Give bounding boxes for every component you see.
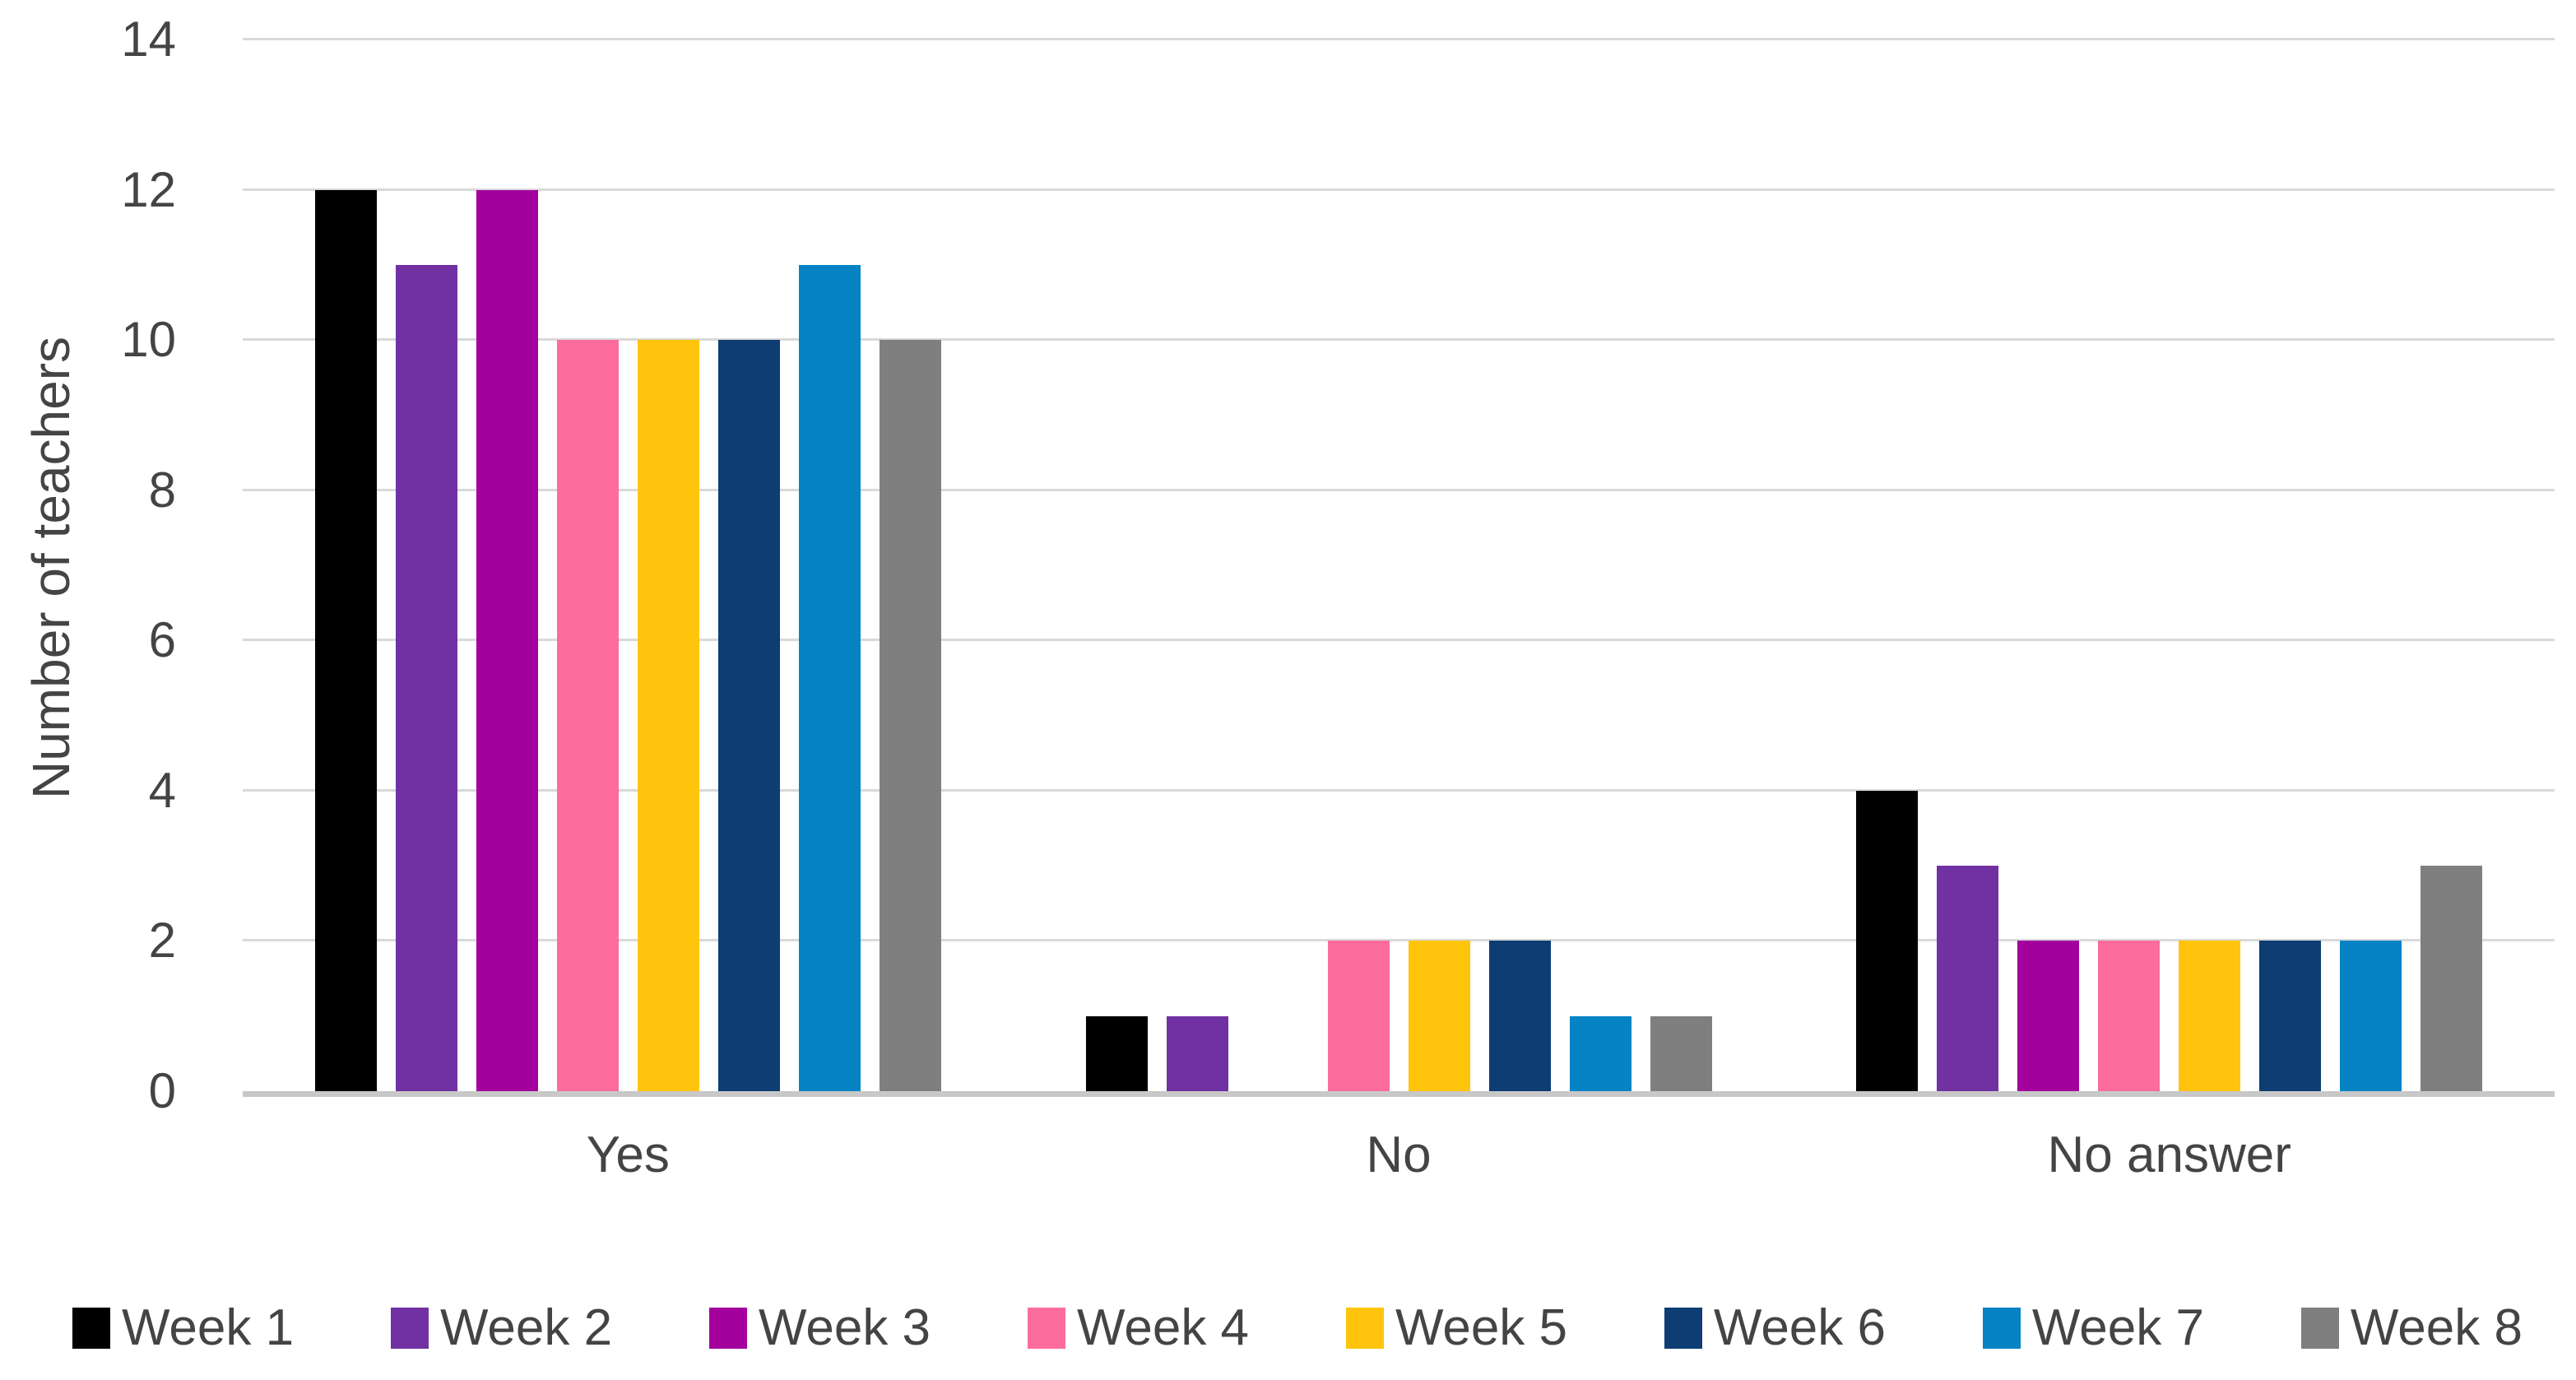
bar-week-2-yes bbox=[395, 264, 457, 1091]
legend-swatch-week-7 bbox=[1982, 1307, 2021, 1349]
bar-groups bbox=[243, 39, 2555, 1091]
bar-week-8-no bbox=[1650, 1015, 1712, 1091]
x-category-label-yes: Yes bbox=[586, 1127, 670, 1183]
gridline-8 bbox=[243, 488, 2555, 491]
legend-item-week-7: Week 7 bbox=[1982, 1299, 2204, 1357]
y-tick-label-6: 6 bbox=[148, 612, 176, 668]
bar-week-1-yes bbox=[314, 189, 377, 1091]
gridline-12 bbox=[243, 188, 2555, 191]
x-axis-line bbox=[243, 1091, 2555, 1097]
gridline-2 bbox=[243, 939, 2555, 942]
legend-item-week-4: Week 4 bbox=[1027, 1299, 1250, 1357]
plot-area bbox=[243, 38, 2555, 1097]
legend-item-week-2: Week 2 bbox=[390, 1299, 613, 1357]
bar-week-7-no-answer bbox=[2340, 941, 2402, 1091]
legend-swatch-week-6 bbox=[1664, 1307, 1702, 1349]
legend-swatch-week-4 bbox=[1027, 1307, 1065, 1349]
y-axis-tick-labels: 0 2 4 6 8 10 12 14 bbox=[0, 15, 176, 1116]
gridline-6 bbox=[243, 639, 2555, 642]
legend-item-week-8: Week 8 bbox=[2300, 1299, 2523, 1357]
bar-week-4-yes bbox=[556, 340, 619, 1091]
bar-week-5-no bbox=[1408, 941, 1470, 1091]
legend-label-week-5: Week 5 bbox=[1395, 1299, 1568, 1356]
bar-week-4-no bbox=[1327, 941, 1390, 1091]
y-tick-label-10: 10 bbox=[121, 312, 176, 368]
bar-week-2-no bbox=[1166, 1015, 1228, 1091]
legend-item-week-1: Week 1 bbox=[72, 1299, 294, 1357]
bar-week-2-no-answer bbox=[1937, 866, 1999, 1091]
legend-swatch-week-1 bbox=[72, 1307, 110, 1349]
gridline-10 bbox=[243, 338, 2555, 342]
y-tick-label-14: 14 bbox=[121, 12, 176, 67]
legend-swatch-week-3 bbox=[708, 1307, 747, 1349]
legend-label-week-6: Week 6 bbox=[1713, 1299, 1886, 1356]
legend-label-week-8: Week 8 bbox=[2350, 1299, 2523, 1356]
bar-week-5-yes bbox=[637, 340, 699, 1091]
gridline-14 bbox=[243, 38, 2555, 40]
legend: Week 1 Week 2 Week 3 Week 4 Week 5 Week 6 Week… bbox=[72, 1299, 2523, 1357]
bar-group-no-answer bbox=[1784, 39, 2555, 1091]
legend-label-week-1: Week 1 bbox=[122, 1299, 295, 1356]
x-category-label-no: No bbox=[1366, 1127, 1432, 1183]
bar-week-8-no-answer bbox=[2421, 866, 2483, 1091]
legend-label-week-7: Week 7 bbox=[2031, 1299, 2204, 1356]
bar-week-8-yes bbox=[879, 340, 941, 1091]
bar-week-6-yes bbox=[717, 340, 780, 1091]
legend-label-week-4: Week 4 bbox=[1076, 1299, 1250, 1356]
legend-item-week-3: Week 3 bbox=[708, 1299, 931, 1357]
x-category-label-no-answer: No answer bbox=[2047, 1127, 2291, 1183]
gridline-4 bbox=[243, 788, 2555, 792]
bar-week-1-no bbox=[1085, 1015, 1148, 1091]
bar-week-4-no-answer bbox=[2098, 941, 2161, 1091]
y-tick-label-0: 0 bbox=[148, 1063, 176, 1118]
legend-label-week-3: Week 3 bbox=[758, 1299, 931, 1356]
bar-week-3-no-answer bbox=[2017, 941, 2080, 1091]
y-tick-label-12: 12 bbox=[121, 161, 176, 217]
bar-week-6-no bbox=[1488, 941, 1551, 1091]
bar-week-5-no-answer bbox=[2179, 941, 2241, 1091]
y-tick-label-8: 8 bbox=[148, 462, 176, 518]
bar-group-yes bbox=[243, 39, 1014, 1091]
legend-swatch-week-8 bbox=[2300, 1307, 2339, 1349]
bar-week-6-no-answer bbox=[2259, 941, 2322, 1091]
y-tick-label-2: 2 bbox=[148, 913, 176, 969]
legend-swatch-week-5 bbox=[1345, 1307, 1384, 1349]
bar-week-3-yes bbox=[476, 189, 538, 1091]
y-tick-label-4: 4 bbox=[148, 762, 176, 818]
bar-week-7-yes bbox=[798, 264, 861, 1091]
bar-group-no bbox=[1014, 39, 1785, 1091]
legend-item-week-6: Week 6 bbox=[1664, 1299, 1886, 1357]
legend-swatch-week-2 bbox=[390, 1307, 429, 1349]
legend-label-week-2: Week 2 bbox=[439, 1299, 613, 1356]
bar-week-1-no-answer bbox=[1856, 790, 1919, 1091]
bar-week-7-no bbox=[1569, 1015, 1631, 1091]
x-axis-category-labels: Yes No No answer bbox=[243, 1126, 2555, 1184]
legend-item-week-5: Week 5 bbox=[1345, 1299, 1568, 1357]
